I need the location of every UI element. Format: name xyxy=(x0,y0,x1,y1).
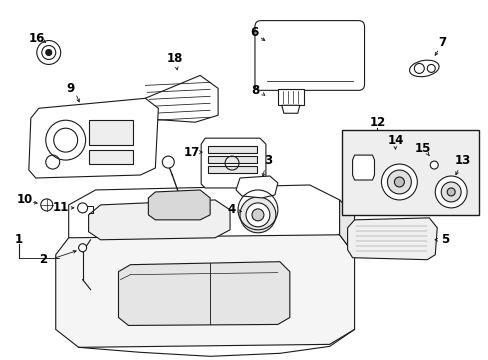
Text: 1: 1 xyxy=(15,233,23,246)
Circle shape xyxy=(381,164,416,200)
Circle shape xyxy=(447,188,454,196)
Text: 3: 3 xyxy=(264,154,271,167)
Polygon shape xyxy=(347,218,436,260)
Polygon shape xyxy=(118,262,289,325)
Text: 9: 9 xyxy=(66,82,75,95)
Circle shape xyxy=(240,197,275,233)
Polygon shape xyxy=(56,235,354,347)
Circle shape xyxy=(394,177,404,187)
Polygon shape xyxy=(352,155,374,180)
Bar xyxy=(208,166,256,173)
Polygon shape xyxy=(281,105,299,113)
Bar xyxy=(88,120,133,145)
Ellipse shape xyxy=(408,60,438,77)
Polygon shape xyxy=(29,98,158,178)
Circle shape xyxy=(78,203,87,213)
Polygon shape xyxy=(277,89,303,105)
Bar xyxy=(341,130,478,215)
Text: 7: 7 xyxy=(437,36,446,49)
Text: 5: 5 xyxy=(440,233,448,246)
Polygon shape xyxy=(88,200,229,240)
Bar xyxy=(208,146,256,153)
FancyBboxPatch shape xyxy=(254,21,364,90)
Polygon shape xyxy=(236,176,277,198)
Circle shape xyxy=(386,170,410,194)
Text: 16: 16 xyxy=(29,32,45,45)
Circle shape xyxy=(251,209,264,221)
Circle shape xyxy=(429,161,437,169)
Text: 13: 13 xyxy=(454,154,470,167)
Text: 4: 4 xyxy=(227,203,236,216)
Text: 8: 8 xyxy=(250,84,259,97)
Text: 17: 17 xyxy=(183,145,200,159)
Text: 11: 11 xyxy=(53,201,69,215)
Circle shape xyxy=(434,176,466,208)
Polygon shape xyxy=(148,190,210,220)
Circle shape xyxy=(46,50,52,55)
Bar xyxy=(208,156,256,163)
Text: 12: 12 xyxy=(368,116,385,129)
Polygon shape xyxy=(339,200,354,255)
Text: 10: 10 xyxy=(17,193,33,206)
Text: 15: 15 xyxy=(414,141,430,155)
Text: 18: 18 xyxy=(167,52,183,65)
Circle shape xyxy=(79,244,86,252)
Text: 14: 14 xyxy=(386,134,403,147)
Polygon shape xyxy=(68,185,339,250)
Polygon shape xyxy=(138,75,218,122)
Bar xyxy=(88,150,133,164)
Polygon shape xyxy=(201,138,265,188)
Circle shape xyxy=(245,203,269,227)
Text: 2: 2 xyxy=(39,253,47,266)
Circle shape xyxy=(41,199,53,211)
Circle shape xyxy=(162,156,174,168)
Circle shape xyxy=(440,182,460,202)
Text: 6: 6 xyxy=(249,26,258,39)
